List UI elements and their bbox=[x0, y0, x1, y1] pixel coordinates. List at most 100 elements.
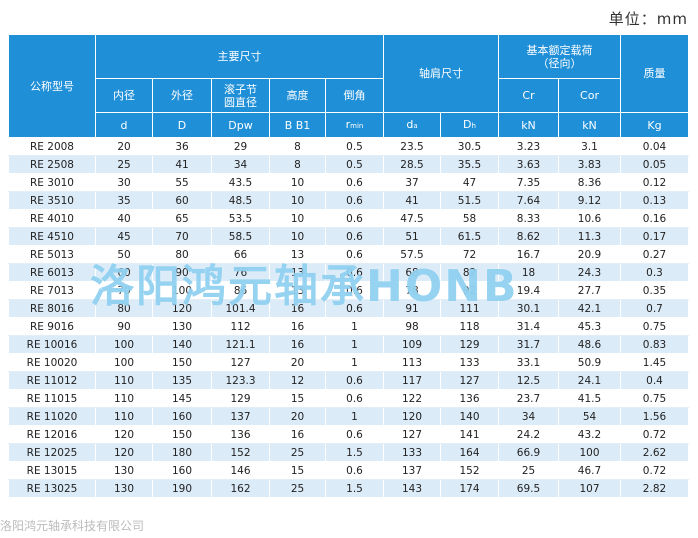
cell-height: 15 bbox=[269, 389, 326, 408]
cell-chamfer: 0.6 bbox=[325, 227, 384, 246]
table-row: RE 11020 110 160 137 20 1 120 140 34 54 1.56 bbox=[8, 407, 689, 426]
cell-mass: 0.16 bbox=[620, 209, 689, 228]
cell-cr: 7.64 bbox=[498, 191, 559, 210]
header-inner-dia: 内径 bbox=[95, 78, 153, 113]
cell-height: 13 bbox=[269, 281, 326, 300]
cell-roller-pitch: 29 bbox=[211, 137, 270, 156]
cell-chamfer: 0.6 bbox=[325, 461, 384, 480]
table-row: RE 13025 130 190 162 25 1.5 143 174 69.5 107 2.82 bbox=[8, 479, 689, 498]
cell-mass: 0.4 bbox=[620, 371, 689, 390]
cell-model: RE 12025 bbox=[8, 443, 96, 462]
cell-shoulder-dh: 30.5 bbox=[440, 137, 499, 156]
cell-shoulder-dh: 111 bbox=[440, 299, 499, 318]
unit-label: 单位：mm bbox=[608, 10, 688, 28]
cell-cor: 8.36 bbox=[558, 173, 621, 192]
symbol-da-main: d bbox=[406, 117, 414, 131]
cell-roller-pitch: 53.5 bbox=[211, 209, 270, 228]
cell-roller-pitch: 121.1 bbox=[211, 335, 270, 354]
cell-chamfer: 1 bbox=[325, 407, 384, 426]
cell-mass: 0.17 bbox=[620, 227, 689, 246]
cell-model: RE 4510 bbox=[8, 227, 96, 246]
cell-cor: 24.1 bbox=[558, 371, 621, 390]
table-body: RE 2008 20 36 29 8 0.5 23.5 30.5 3.23 3.1 0.04 RE 2… bbox=[8, 137, 689, 498]
cell-cor: 3.83 bbox=[558, 155, 621, 174]
cell-roller-pitch: 123.3 bbox=[211, 371, 270, 390]
table-row: RE 8016 80 120 101.4 16 0.6 91 111 30.1 42.1 0.7 bbox=[8, 299, 689, 318]
cell-height: 16 bbox=[269, 425, 326, 444]
cell-outer-dia: 70 bbox=[152, 227, 212, 246]
cell-outer-dia: 150 bbox=[152, 353, 212, 372]
cell-outer-dia: 160 bbox=[152, 407, 212, 426]
table-row: RE 3010 30 55 43.5 10 0.6 37 47 7.35 8.36 0.12 bbox=[8, 173, 689, 192]
cell-chamfer: 0.6 bbox=[325, 389, 384, 408]
cell-inner-dia: 50 bbox=[95, 245, 153, 264]
table-row: RE 7013 70 100 86 13 0.6 78 92 19.4 27.7 0.35 bbox=[8, 281, 689, 300]
cell-mass: 0.04 bbox=[620, 137, 689, 156]
cell-shoulder-dh: 47 bbox=[440, 173, 499, 192]
cell-model: RE 12016 bbox=[8, 425, 96, 444]
cell-chamfer: 1 bbox=[325, 335, 384, 354]
symbol-dh: Dh bbox=[440, 112, 499, 138]
cell-roller-pitch: 112 bbox=[211, 317, 270, 336]
cell-shoulder-dh: 133 bbox=[440, 353, 499, 372]
cell-chamfer: 1 bbox=[325, 317, 384, 336]
cell-mass: 0.72 bbox=[620, 461, 689, 480]
cell-roller-pitch: 101.4 bbox=[211, 299, 270, 318]
cell-model: RE 10020 bbox=[8, 353, 96, 372]
cell-height: 10 bbox=[269, 227, 326, 246]
cell-shoulder-da: 68 bbox=[383, 263, 441, 282]
cell-shoulder-da: 41 bbox=[383, 191, 441, 210]
cell-model: RE 2008 bbox=[8, 137, 96, 156]
cell-roller-pitch: 162 bbox=[211, 479, 270, 498]
cell-outer-dia: 36 bbox=[152, 137, 212, 156]
cell-shoulder-dh: 141 bbox=[440, 425, 499, 444]
cell-shoulder-da: 122 bbox=[383, 389, 441, 408]
cell-cr: 33.1 bbox=[498, 353, 559, 372]
cell-shoulder-da: 78 bbox=[383, 281, 441, 300]
cell-shoulder-da: 143 bbox=[383, 479, 441, 498]
roller-pitch-line2: 圆直径 bbox=[224, 95, 257, 109]
cell-inner-dia: 45 bbox=[95, 227, 153, 246]
cell-cr: 3.63 bbox=[498, 155, 559, 174]
table-row: RE 6013 60 90 76 13 0.6 68 82 18 24.3 0.3 bbox=[8, 263, 689, 282]
cell-mass: 0.72 bbox=[620, 425, 689, 444]
cell-outer-dia: 41 bbox=[152, 155, 212, 174]
cell-shoulder-dh: 118 bbox=[440, 317, 499, 336]
cell-shoulder-da: 51 bbox=[383, 227, 441, 246]
cell-shoulder-dh: 58 bbox=[440, 209, 499, 228]
header-chamfer: 倒角 bbox=[325, 78, 384, 113]
symbol-da: da bbox=[383, 112, 441, 138]
cell-height: 13 bbox=[269, 245, 326, 264]
cell-cor: 48.6 bbox=[558, 335, 621, 354]
table-row: RE 2508 25 41 34 8 0.5 28.5 35.5 3.63 3.83 0.05 bbox=[8, 155, 689, 174]
symbol-D: D bbox=[152, 112, 212, 138]
table-row: RE 5013 50 80 66 13 0.6 57.5 72 16.7 20.9 0.27 bbox=[8, 245, 689, 264]
table-row: RE 13015 130 160 146 15 0.6 137 152 25 46.7 0.72 bbox=[8, 461, 689, 480]
cell-height: 25 bbox=[269, 479, 326, 498]
cell-chamfer: 0.6 bbox=[325, 209, 384, 228]
cell-chamfer: 0.6 bbox=[325, 299, 384, 318]
cell-inner-dia: 130 bbox=[95, 461, 153, 480]
table-row: RE 4010 40 65 53.5 10 0.6 47.5 58 8.33 10.6 0.16 bbox=[8, 209, 689, 228]
load-rating-line2: （径向） bbox=[537, 56, 582, 70]
cell-model: RE 8016 bbox=[8, 299, 96, 318]
cell-model: RE 2508 bbox=[8, 155, 96, 174]
cell-model: RE 13015 bbox=[8, 461, 96, 480]
cell-roller-pitch: 137 bbox=[211, 407, 270, 426]
cell-chamfer: 0.6 bbox=[325, 281, 384, 300]
header-cor: Cor bbox=[558, 78, 621, 113]
cell-cor: 45.3 bbox=[558, 317, 621, 336]
cell-mass: 0.12 bbox=[620, 173, 689, 192]
cell-model: RE 11020 bbox=[8, 407, 96, 426]
cell-cr: 66.9 bbox=[498, 443, 559, 462]
cell-cr: 69.5 bbox=[498, 479, 559, 498]
cell-cor: 20.9 bbox=[558, 245, 621, 264]
cell-model: RE 10016 bbox=[8, 335, 96, 354]
cell-shoulder-da: 133 bbox=[383, 443, 441, 462]
cell-model: RE 11012 bbox=[8, 371, 96, 390]
cell-shoulder-dh: 92 bbox=[440, 281, 499, 300]
cell-mass: 1.56 bbox=[620, 407, 689, 426]
cell-roller-pitch: 127 bbox=[211, 353, 270, 372]
cell-outer-dia: 55 bbox=[152, 173, 212, 192]
cell-outer-dia: 80 bbox=[152, 245, 212, 264]
